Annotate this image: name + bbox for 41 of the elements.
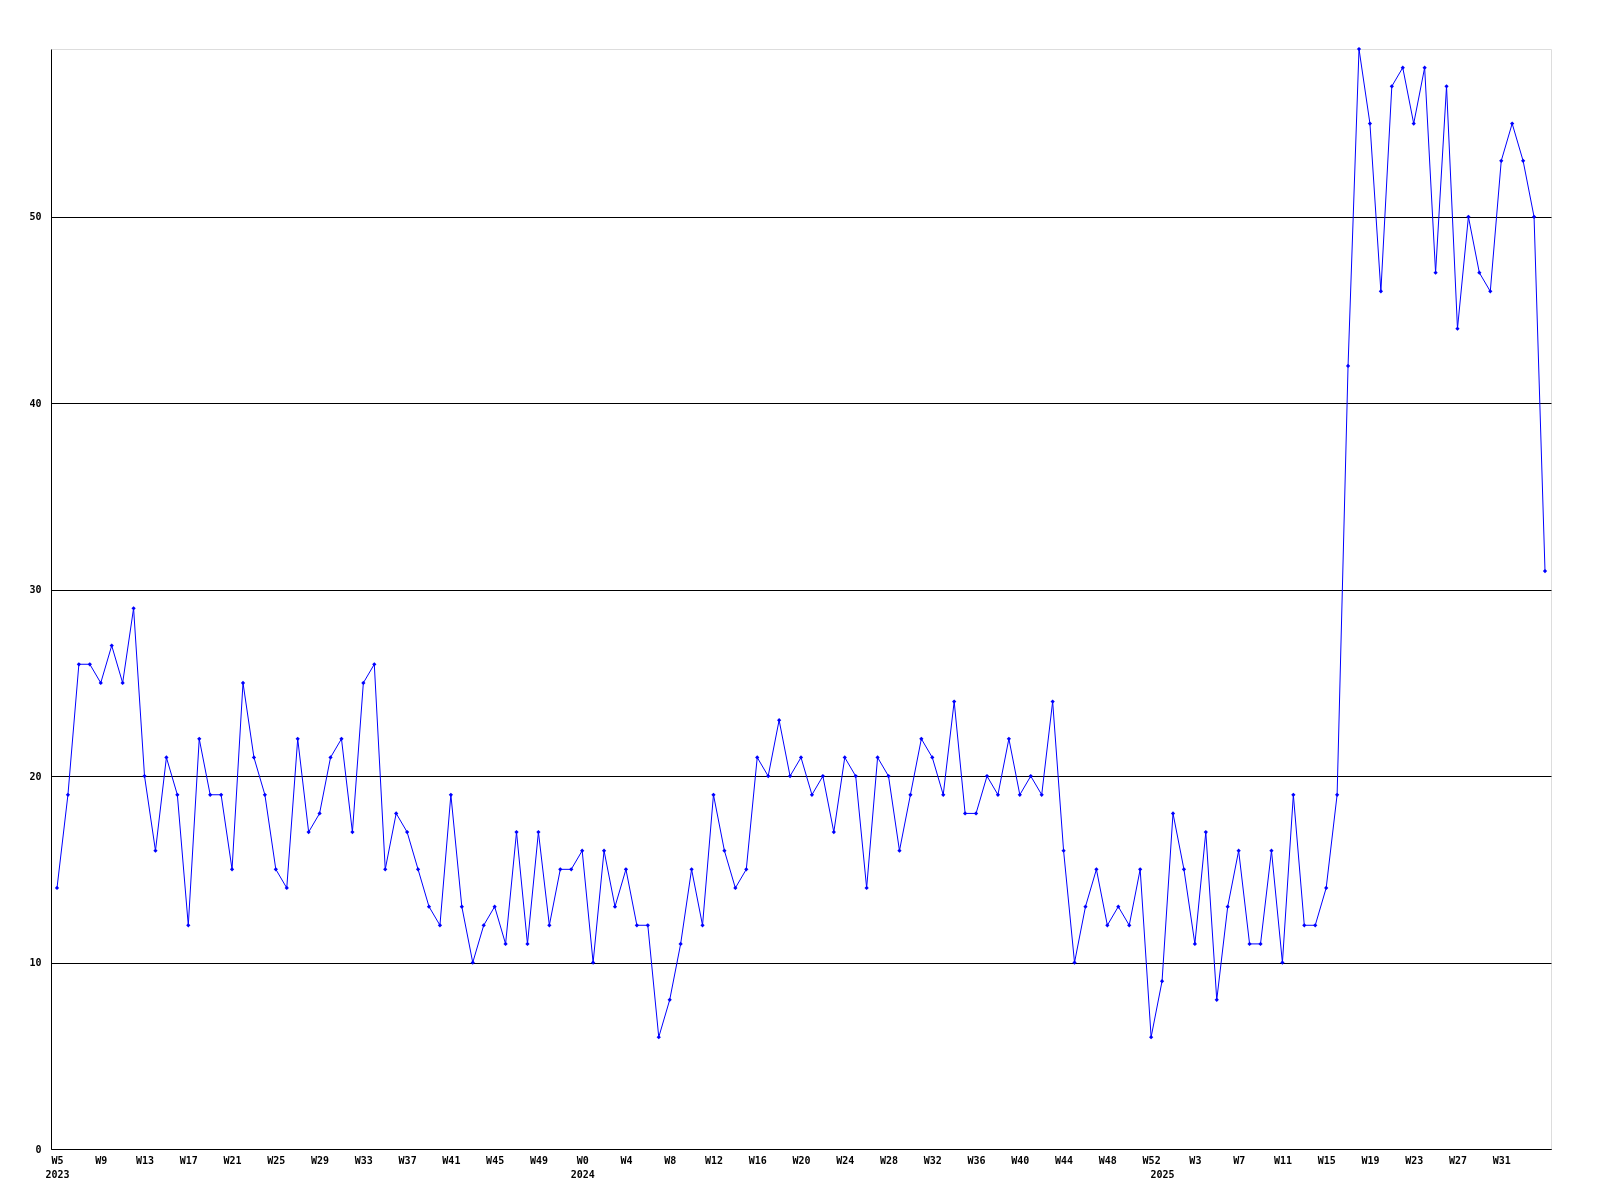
x-tick-label: W45 — [486, 1154, 505, 1166]
x-tick-label: W37 — [398, 1154, 417, 1166]
y-tick-label: 40 — [29, 397, 42, 409]
x-tick-label: W29 — [311, 1154, 330, 1166]
x-tick-label: W28 — [880, 1154, 899, 1166]
x-tick-label: W17 — [179, 1154, 198, 1166]
x-tick-label: W19 — [1361, 1154, 1380, 1166]
x-tick-label: W15 — [1317, 1154, 1336, 1166]
x-tick-label: W21 — [223, 1154, 242, 1166]
y-tick-label: 30 — [29, 584, 42, 596]
x-tick-label: W5 2023 — [45, 1154, 70, 1180]
x-tick-label: W20 — [792, 1154, 811, 1166]
y-tick-label: 20 — [29, 770, 42, 782]
x-tick-label: W12 — [704, 1154, 723, 1166]
x-tick-label: W7 — [1233, 1154, 1246, 1166]
x-tick-label: W3 — [1189, 1154, 1202, 1166]
x-tick-label: W49 — [529, 1154, 548, 1166]
x-tick-label: W41 — [442, 1154, 461, 1166]
x-tick-label: 2025 — [1150, 1168, 1175, 1180]
x-tick-label: W0 2024 — [570, 1154, 595, 1180]
x-tick-label: W9 — [95, 1154, 108, 1166]
y-tick-label: 10 — [29, 957, 42, 969]
x-tick-label: W48 — [1098, 1154, 1117, 1166]
y-tick-label: 0 — [35, 1143, 42, 1155]
x-tick-label: W24 — [836, 1154, 855, 1166]
x-tick-label: W11 — [1273, 1154, 1292, 1166]
x-tick-label: W33 — [354, 1154, 373, 1166]
x-tick-label: W16 — [748, 1154, 767, 1166]
x-tick-label: W31 — [1492, 1154, 1511, 1166]
x-tick-label: W4 — [620, 1154, 633, 1166]
x-tick-label: W13 — [136, 1154, 155, 1166]
x-tick-label: W27 — [1448, 1154, 1467, 1166]
x-tick-label: W44 — [1055, 1154, 1074, 1166]
x-tick-label: W25 — [267, 1154, 286, 1166]
y-tick-label: 50 — [29, 211, 42, 223]
x-tick-label: W32 — [923, 1154, 942, 1166]
x-tick-label: W40 — [1011, 1154, 1030, 1166]
x-tick-label: W52 — [1142, 1154, 1161, 1166]
x-tick-label: W36 — [967, 1154, 986, 1166]
x-tick-label: W23 — [1405, 1154, 1424, 1166]
x-tick-label: W8 — [664, 1154, 677, 1166]
